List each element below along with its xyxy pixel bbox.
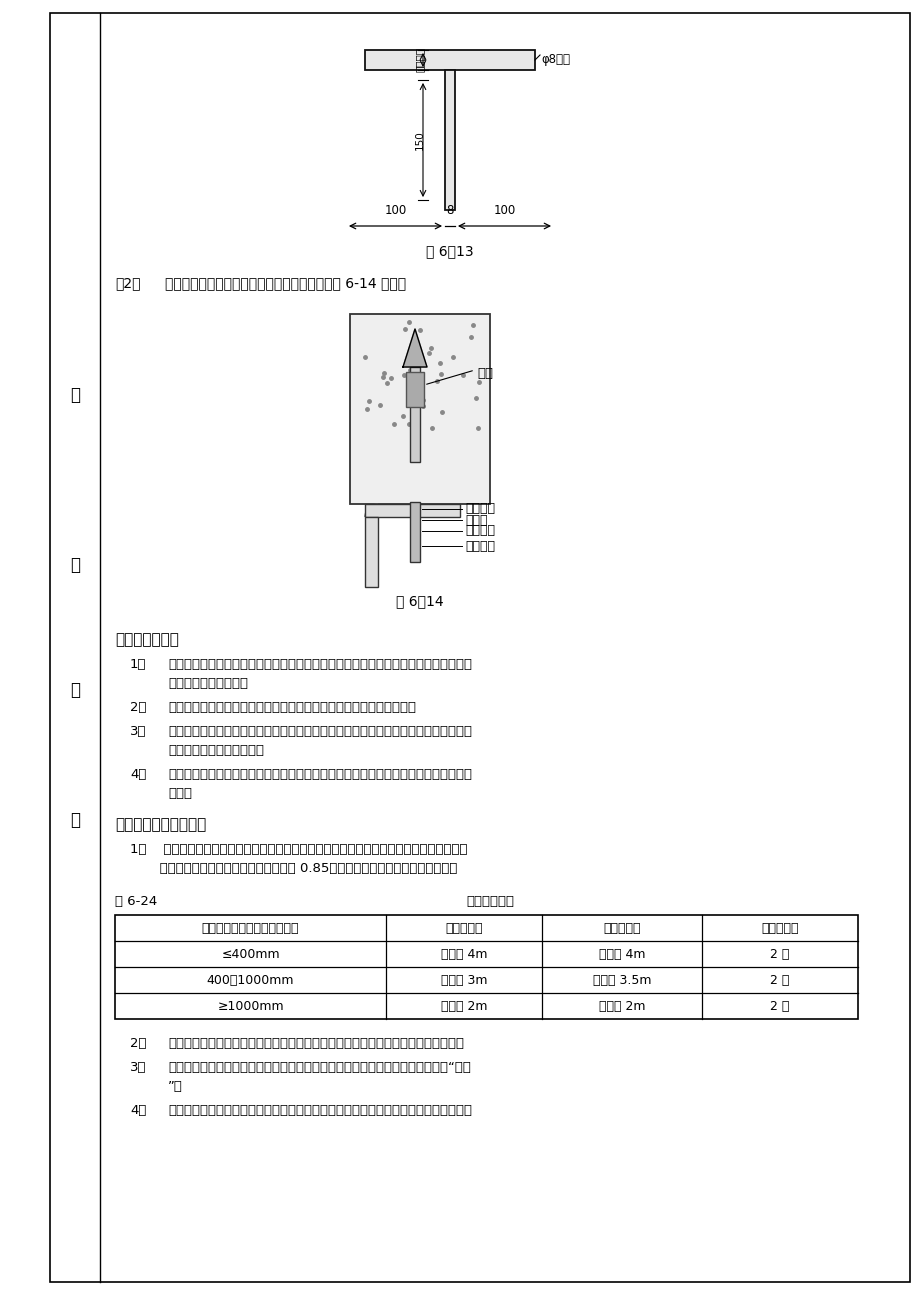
Text: 2 付: 2 付: [769, 974, 789, 987]
Text: 底: 底: [70, 556, 80, 574]
Text: 楼板厚度: 楼板厚度: [414, 47, 425, 73]
Text: 膨胀螺栓法：特点是施工灵敏、准确、快速如图 6-14 所示。: 膨胀螺栓法：特点是施工灵敏、准确、快速如图 6-14 所示。: [165, 276, 405, 290]
Text: （2）: （2）: [115, 276, 141, 290]
Text: 锥头螺栓: 锥头螺栓: [464, 539, 494, 552]
Text: 聚氯吞稀风也与钢板风一样采用支、吊托架但一般以吊架为主支架间距按下表的要求制: 聚氯吞稀风也与钢板风一样采用支、吊托架但一般以吊架为主支架间距按下表的要求制: [168, 1104, 471, 1117]
Text: 100: 100: [384, 204, 406, 217]
Bar: [405, 372, 424, 408]
Text: 150: 150: [414, 130, 425, 150]
Text: 不大于 3m: 不大于 3m: [440, 974, 487, 987]
Text: 不大于 2m: 不大于 2m: [598, 1000, 644, 1013]
Text: 不大于 4m: 不大于 4m: [440, 948, 487, 961]
Text: 垂直风间距: 垂直风间距: [603, 922, 641, 935]
Text: （四）风支吊架的间距: （四）风支吊架的间距: [115, 816, 206, 832]
Bar: [410, 503, 420, 562]
Text: 1、: 1、: [130, 658, 146, 671]
Text: ≤400mm: ≤400mm: [221, 948, 279, 961]
Text: ≥1000mm: ≥1000mm: [217, 1000, 284, 1013]
Text: 中间支架的标高进展安装。: 中间支架的标高进展安装。: [168, 743, 264, 756]
Bar: [365, 517, 378, 587]
Text: 最小吊架数: 最小吊架数: [760, 922, 798, 935]
Bar: [115, 915, 857, 1019]
Text: 2 付: 2 付: [769, 1000, 789, 1013]
Text: 按风的中心线找出吊杆敷设位置单吊杆在风的中心线上双吊杆可以按托盘的螺孔间距或: 按风的中心线找出吊杆敷设位置单吊杆在风的中心线上双吊杆可以按托盘的螺孔间距或: [168, 658, 471, 671]
Bar: [445, 70, 455, 210]
Text: 当风较长时需要安装一排支架时可先把两端安好然后以两端的支架为基准用拉线法找出: 当风较长时需要安装一排支架时可先把两端安好然后以两端的支架为基准用拉线法找出: [168, 725, 471, 738]
Text: 表 6-24: 表 6-24: [115, 894, 157, 907]
Bar: [349, 314, 490, 504]
Text: φ8圆钢: φ8圆钢: [540, 53, 570, 66]
Text: 不大于 4m: 不大于 4m: [598, 948, 644, 961]
Text: 不大于 3.5m: 不大于 3.5m: [592, 974, 651, 987]
Text: 2 付: 2 付: [769, 948, 789, 961]
Text: 内: 内: [70, 681, 80, 699]
Text: 吊杆根据吊件形式可以焊在吊件上也可挂在吊件上焊接后应涂防锈漆。: 吊杆根据吊件形式可以焊在吊件上也可挂在吊件上焊接后应涂防锈漆。: [168, 700, 415, 713]
Text: 支、吊架间距: 支、吊架间距: [466, 894, 514, 907]
Text: 圆形风直径或矩形风长边尺寸: 圆形风直径或矩形风长边尺寸: [201, 922, 299, 935]
Text: 距无设计要求时按下表间距要求值乘以 0.85。螺的支、吊架间距可以适当增加。: 距无设计要求时按下表间距要求值乘以 0.85。螺的支、吊架间距可以适当增加。: [130, 862, 457, 875]
Text: 图 6－14: 图 6－14: [396, 594, 443, 608]
Text: 400～1000mm: 400～1000mm: [207, 974, 294, 987]
Text: 3、: 3、: [130, 1061, 146, 1074]
Text: 不大于 2m: 不大于 2m: [440, 1000, 487, 1013]
Text: （三）安装吊架: （三）安装吊架: [115, 631, 178, 647]
Bar: [410, 367, 420, 462]
Text: 六角螺母: 六角螺母: [464, 525, 494, 538]
Text: 交: 交: [70, 385, 80, 404]
Text: 4、: 4、: [130, 768, 146, 781]
Text: 固定。: 固定。: [168, 786, 192, 799]
Text: ”。: ”。: [168, 1079, 183, 1092]
Text: 平垫圈: 平垫圈: [464, 513, 487, 526]
Text: 胀管: 胀管: [476, 367, 493, 380]
Text: 风的中心线对称安装。: 风的中心线对称安装。: [168, 677, 248, 690]
Text: 图 6－13: 图 6－13: [425, 243, 473, 258]
Text: 2、: 2、: [130, 1036, 146, 1049]
Polygon shape: [403, 329, 426, 367]
Text: 1、    风支吊架间距如无设计要求时对不保温风应符合下表的要求。对于保温风、支、吊架间: 1、 风支吊架间距如无设计要求时对不保温风应符合下表的要求。对于保温风、支、吊架…: [130, 842, 467, 855]
Text: 3、: 3、: [130, 725, 146, 738]
Text: 程度风间距: 程度风间距: [445, 922, 482, 935]
Text: 立卡安装时应先把最上面的一个件固定好再用线锥在中心处吊线下面的卡即可按线进展: 立卡安装时应先把最上面的一个件固定好再用线锥在中心处吊线下面的卡即可按线进展: [168, 768, 471, 781]
Text: 4、: 4、: [130, 1104, 146, 1117]
Text: 8: 8: [446, 204, 453, 217]
Bar: [365, 504, 460, 517]
Text: 支吊架不得安装在风口、阀门检查孔等处以免阻碍操作。吊架不得直接吊在法兰上。: 支吊架不得安装在风口、阀门检查孔等处以免阻碍操作。吊架不得直接吊在法兰上。: [168, 1036, 463, 1049]
Text: 容: 容: [70, 811, 80, 829]
Text: 弹簧垫圈: 弹簧垫圈: [464, 503, 494, 516]
Text: 100: 100: [493, 204, 515, 217]
Bar: [365, 49, 535, 70]
Text: 2、: 2、: [130, 700, 146, 713]
Text: 保温风不能直接与支吊架接触应垫上巩固的隔热材料其厚度与保温一样防止产生“冷桥: 保温风不能直接与支吊架接触应垫上巩固的隔热材料其厚度与保温一样防止产生“冷桥: [168, 1061, 471, 1074]
